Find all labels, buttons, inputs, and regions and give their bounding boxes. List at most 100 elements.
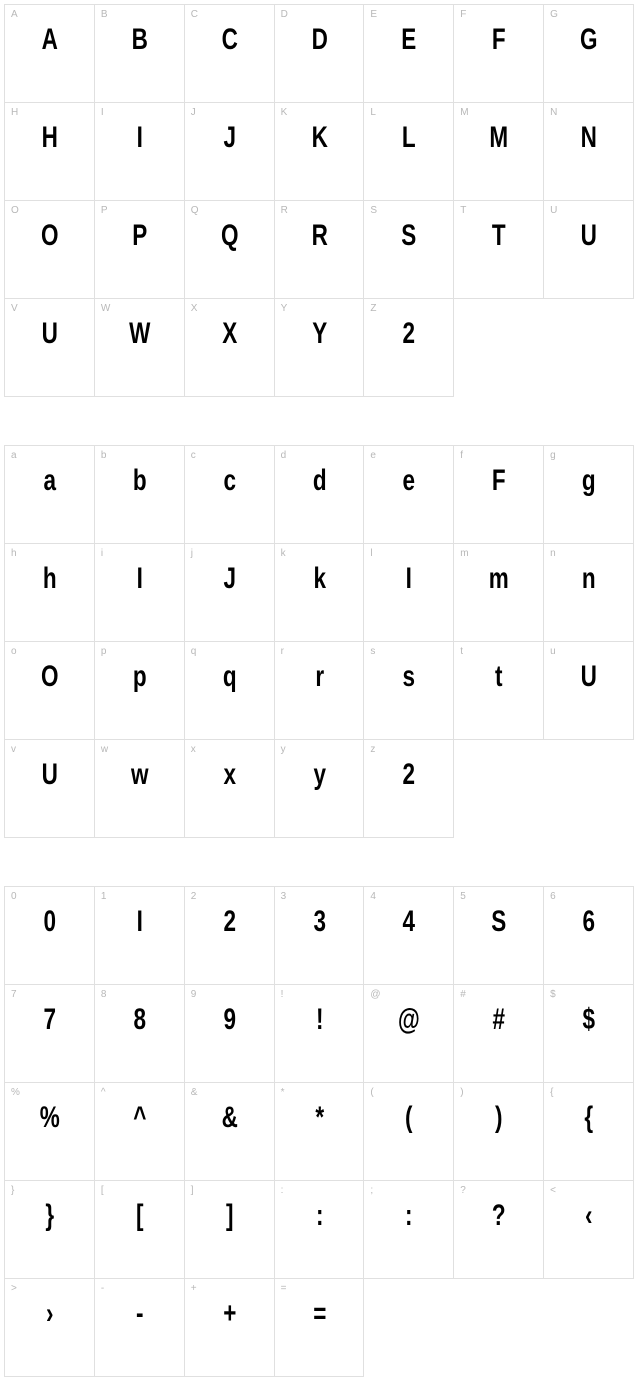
- cell-glyph: n: [555, 562, 622, 596]
- glyph-cell: Z2: [364, 299, 454, 397]
- glyph-cell: RR: [275, 201, 365, 299]
- cell-label: -: [101, 1283, 104, 1294]
- cell-glyph: L: [376, 121, 443, 155]
- cell-label: V: [11, 303, 18, 314]
- cell-glyph: c: [196, 464, 263, 498]
- glyph-cell: fF: [454, 446, 544, 544]
- glyph-cell: AA: [5, 5, 95, 103]
- empty-cell: [454, 1279, 544, 1377]
- glyph-cell: MM: [454, 103, 544, 201]
- cell-label: f: [460, 450, 463, 461]
- cell-label: {: [550, 1087, 553, 1098]
- cell-label: a: [11, 450, 17, 461]
- cell-glyph: q: [196, 660, 263, 694]
- cell-label: o: [11, 646, 17, 657]
- cell-glyph: h: [16, 562, 83, 596]
- cell-glyph: x: [196, 758, 263, 792]
- glyph-cell: mm: [454, 544, 544, 642]
- cell-label: A: [11, 9, 18, 20]
- cell-glyph: +: [196, 1297, 263, 1331]
- cell-label: @: [370, 989, 380, 1000]
- glyph-cell: 77: [5, 985, 95, 1083]
- glyph-cell: 66: [544, 887, 634, 985]
- cell-label: e: [370, 450, 376, 461]
- glyph-cell: aa: [5, 446, 95, 544]
- glyph-cell: lI: [364, 544, 454, 642]
- cell-glyph: [: [106, 1199, 173, 1233]
- cell-glyph: 2: [376, 317, 443, 351]
- glyph-cell: 22: [185, 887, 275, 985]
- cell-glyph: *: [286, 1101, 353, 1135]
- cell-glyph: W: [106, 317, 173, 351]
- cell-glyph: ‹: [555, 1199, 622, 1233]
- cell-label: [: [101, 1185, 104, 1196]
- empty-cell: [454, 299, 544, 397]
- glyph-cell: WW: [95, 299, 185, 397]
- cell-glyph: ^: [106, 1101, 173, 1135]
- empty-cell: [544, 1279, 634, 1377]
- cell-label: Q: [191, 205, 199, 216]
- cell-glyph: C: [196, 23, 263, 57]
- cell-glyph: t: [465, 660, 532, 694]
- cell-glyph: e: [376, 464, 443, 498]
- glyph-cell: &&: [185, 1083, 275, 1181]
- cell-label: z: [370, 744, 375, 755]
- cell-label: :: [281, 1185, 284, 1196]
- cell-glyph: F: [465, 23, 532, 57]
- cell-label: J: [191, 107, 196, 118]
- cell-label: 4: [370, 891, 376, 902]
- cell-label: B: [101, 9, 108, 20]
- cell-label: P: [101, 205, 108, 216]
- cell-glyph: =: [286, 1297, 353, 1331]
- cell-label: O: [11, 205, 19, 216]
- glyph-cell: XX: [185, 299, 275, 397]
- cell-label: *: [281, 1087, 285, 1098]
- cell-label: R: [281, 205, 288, 216]
- cell-glyph: :: [286, 1199, 353, 1233]
- empty-cell: [364, 1279, 454, 1377]
- cell-label: ?: [460, 1185, 466, 1196]
- cell-label: T: [460, 205, 466, 216]
- cell-glyph: #: [465, 1003, 532, 1037]
- cell-glyph: r: [286, 660, 353, 694]
- cell-glyph: H: [16, 121, 83, 155]
- cell-label: x: [191, 744, 196, 755]
- glyph-cell: GG: [544, 5, 634, 103]
- cell-glyph: F: [465, 464, 532, 498]
- glyph-cell: {{: [544, 1083, 634, 1181]
- glyph-cell: rr: [275, 642, 365, 740]
- cell-label: 5: [460, 891, 466, 902]
- glyph-cell: <‹: [544, 1181, 634, 1279]
- glyph-cell: z2: [364, 740, 454, 838]
- cell-glyph: E: [376, 23, 443, 57]
- glyph-cell: gg: [544, 446, 634, 544]
- cell-glyph: O: [16, 660, 83, 694]
- cell-label: 8: [101, 989, 107, 1000]
- glyph-cell: ss: [364, 642, 454, 740]
- cell-label: F: [460, 9, 466, 20]
- grid-uppercase: AABBCCDDEEFFGGHHIIJJKKLLMMNNOOPPQQRRSSTT…: [4, 4, 634, 397]
- cell-label: 1: [101, 891, 107, 902]
- cell-glyph: !: [286, 1003, 353, 1037]
- cell-glyph: Y: [286, 317, 353, 351]
- cell-glyph: N: [555, 121, 622, 155]
- cell-glyph: 2: [376, 758, 443, 792]
- cell-label: r: [281, 646, 284, 657]
- cell-label: c: [191, 450, 196, 461]
- cell-glyph: d: [286, 464, 353, 498]
- cell-glyph: U: [555, 219, 622, 253]
- cell-label: q: [191, 646, 197, 657]
- glyph-cell: YY: [275, 299, 365, 397]
- cell-label: H: [11, 107, 18, 118]
- cell-glyph: O: [16, 219, 83, 253]
- cell-glyph: ?: [465, 1199, 532, 1233]
- cell-glyph: :: [376, 1199, 443, 1233]
- cell-glyph: %: [16, 1101, 83, 1135]
- cell-glyph: J: [196, 121, 263, 155]
- glyph-cell: iI: [95, 544, 185, 642]
- cell-glyph: S: [465, 905, 532, 939]
- cell-glyph: T: [465, 219, 532, 253]
- glyph-cell: 00: [5, 887, 95, 985]
- cell-glyph: Q: [196, 219, 263, 253]
- cell-label: d: [281, 450, 287, 461]
